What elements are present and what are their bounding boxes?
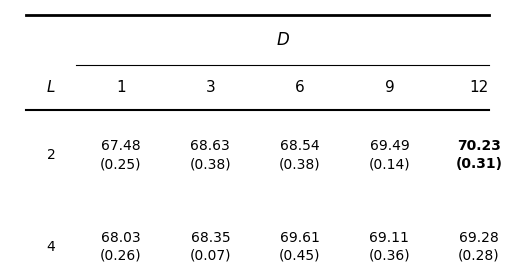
Text: 69.49
(0.14): 69.49 (0.14)	[369, 139, 410, 171]
Text: 1: 1	[116, 80, 125, 95]
Text: 68.35
(0.07): 68.35 (0.07)	[189, 230, 231, 263]
Text: 69.28
(0.28): 69.28 (0.28)	[458, 230, 500, 263]
Text: 68.54
(0.38): 68.54 (0.38)	[279, 139, 321, 171]
Text: D: D	[276, 31, 289, 49]
Text: 2: 2	[47, 148, 55, 162]
Text: L: L	[47, 80, 55, 95]
Text: 9: 9	[385, 80, 394, 95]
Text: 69.61
(0.45): 69.61 (0.45)	[279, 230, 321, 263]
Text: 67.48
(0.25): 67.48 (0.25)	[100, 139, 142, 171]
Text: 4: 4	[47, 240, 55, 254]
Text: 68.03
(0.26): 68.03 (0.26)	[100, 230, 142, 263]
Text: 12: 12	[469, 80, 489, 95]
Text: 69.11
(0.36): 69.11 (0.36)	[369, 230, 410, 263]
Text: 3: 3	[205, 80, 215, 95]
Text: 68.63
(0.38): 68.63 (0.38)	[189, 139, 231, 171]
Text: 6: 6	[295, 80, 305, 95]
Text: 70.23
(0.31): 70.23 (0.31)	[456, 139, 502, 171]
